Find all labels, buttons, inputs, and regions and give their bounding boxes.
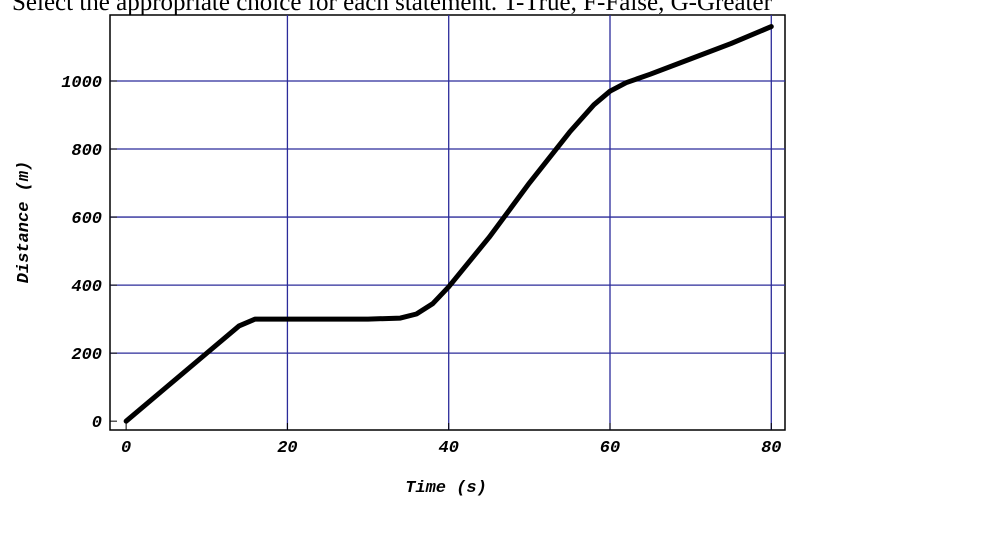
x-tick-label: 80 (761, 439, 781, 458)
y-axis-label: Distance (m) (15, 161, 34, 283)
y-tick-label: 1000 (61, 74, 102, 93)
x-tick-label: 60 (600, 439, 620, 458)
x-tick-label: 20 (277, 439, 297, 458)
x-tick-label: 40 (439, 439, 459, 458)
y-tick-label: 0 (92, 414, 102, 433)
x-tick-label: 0 (121, 439, 131, 458)
data-line (123, 24, 774, 424)
y-tick-label: 400 (71, 278, 102, 297)
instruction-text: Select the appropriate choice for each s… (12, 0, 773, 16)
x-axis-label: Time (s) (405, 479, 487, 498)
y-tick-label: 600 (71, 210, 102, 229)
plot-frame (109, 14, 786, 431)
y-tick-label: 200 (71, 346, 102, 365)
y-tick-label: 800 (71, 142, 102, 161)
